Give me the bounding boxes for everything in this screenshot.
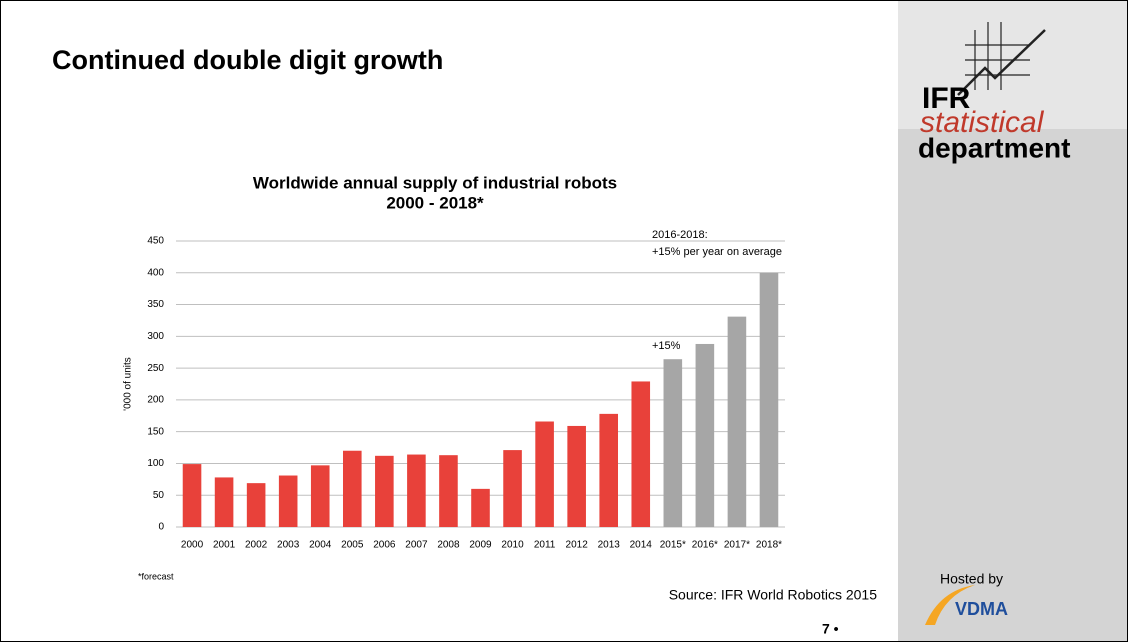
y-axis-label: '000 of units	[123, 357, 134, 411]
source: Source: IFR World Robotics 2015	[669, 587, 877, 603]
y-tick-label: 200	[147, 395, 164, 406]
x-tick-label: 2000	[181, 540, 204, 551]
side-panel-top	[898, 1, 1127, 129]
annotation: +15% per year on average	[652, 246, 782, 258]
x-tick-label: 2009	[469, 540, 492, 551]
x-tick-label: 2006	[373, 540, 396, 551]
logo-ifr: IFR	[922, 82, 971, 115]
bar	[599, 413, 619, 527]
x-tick-label: 2008	[437, 540, 460, 551]
bar	[375, 455, 394, 527]
x-tick-label: 2015*	[660, 540, 686, 551]
chart-subtitle: 2000 - 2018*	[386, 193, 484, 212]
y-tick-label: 400	[147, 267, 164, 278]
annotation: +15%	[652, 340, 681, 352]
y-tick-label: 100	[147, 458, 164, 469]
annotation: 2016-2018:	[652, 229, 708, 241]
hosted-by: Hosted by	[940, 571, 1003, 587]
x-tick-label: 2011	[534, 540, 556, 551]
bar	[631, 381, 651, 527]
bar	[214, 477, 234, 527]
vdma-swoosh	[925, 585, 975, 625]
x-tick-label: 2014	[630, 540, 653, 551]
bar	[567, 425, 586, 527]
footnote: *forecast	[138, 571, 174, 581]
y-tick-label: 450	[147, 236, 164, 247]
x-tick-label: 2017*	[724, 540, 750, 551]
x-tick-label: 2003	[277, 540, 300, 551]
bar	[342, 450, 362, 527]
bar	[663, 359, 683, 527]
y-tick-label: 0	[158, 522, 164, 533]
slide-title: Continued double digit growth	[52, 45, 443, 75]
x-tick-label: 2005	[341, 540, 364, 551]
bar	[471, 488, 490, 527]
x-tick-label: 2007	[405, 540, 428, 551]
logo-vdma: VDMA	[955, 599, 1008, 619]
bar	[503, 450, 522, 527]
bar	[439, 455, 458, 527]
x-tick-label: 2012	[566, 540, 589, 551]
y-tick-label: 350	[147, 299, 164, 310]
y-tick-label: 50	[153, 490, 165, 501]
bar	[759, 272, 779, 527]
bar	[246, 483, 266, 527]
x-tick-label: 2013	[598, 540, 621, 551]
x-tick-label: 2002	[245, 540, 268, 551]
bar	[407, 454, 426, 527]
bar	[695, 343, 715, 527]
chart-title: Worldwide annual supply of industrial ro…	[253, 173, 617, 192]
bar	[535, 421, 554, 527]
x-tick-label: 2016*	[692, 540, 718, 551]
y-tick-label: 250	[147, 363, 164, 374]
bar	[182, 464, 202, 527]
bar	[727, 316, 747, 527]
logo-grid	[957, 22, 1046, 96]
y-tick-label: 150	[147, 426, 164, 437]
bar	[310, 465, 330, 527]
logo-department: department	[918, 132, 1070, 163]
x-tick-label: 2001	[213, 540, 236, 551]
logo-statistical: statistical	[920, 106, 1045, 139]
bar	[278, 475, 298, 527]
page-number: 7 •	[822, 621, 839, 637]
x-tick-label: 2018*	[756, 540, 782, 551]
x-tick-label: 2004	[309, 540, 332, 551]
y-tick-label: 300	[147, 331, 164, 342]
x-tick-label: 2010	[501, 540, 524, 551]
